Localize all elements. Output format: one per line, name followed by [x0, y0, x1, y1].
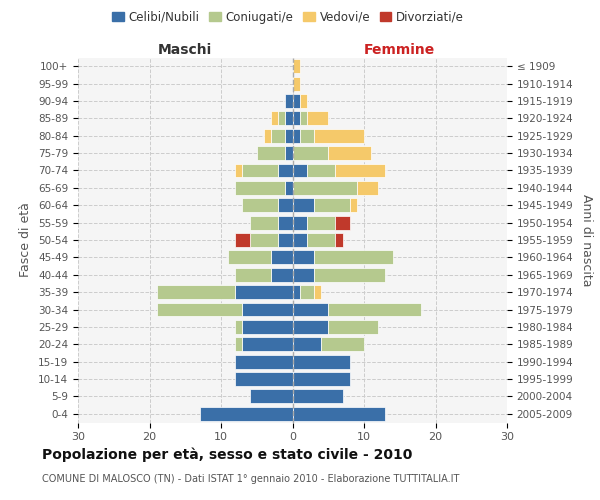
Bar	[235, 181, 286, 195]
Bar	[157, 285, 235, 299]
Bar	[335, 164, 385, 177]
Bar	[235, 285, 293, 299]
Bar	[242, 198, 278, 212]
Bar	[293, 338, 321, 351]
Bar	[235, 372, 293, 386]
Bar	[328, 146, 371, 160]
Text: Popolazione per età, sesso e stato civile - 2010: Popolazione per età, sesso e stato civil…	[42, 448, 412, 462]
Bar	[278, 198, 293, 212]
Bar	[235, 320, 242, 334]
Bar	[293, 390, 343, 404]
Bar	[250, 233, 278, 247]
Bar	[307, 164, 335, 177]
Bar	[299, 94, 307, 108]
Bar	[299, 129, 314, 142]
Y-axis label: Anni di nascita: Anni di nascita	[580, 194, 593, 286]
Bar	[307, 233, 335, 247]
Bar	[235, 338, 242, 351]
Bar	[307, 112, 328, 126]
Bar	[321, 338, 364, 351]
Bar	[200, 407, 293, 421]
Text: COMUNE DI MALOSCO (TN) - Dati ISTAT 1° gennaio 2010 - Elaborazione TUTTITALIA.IT: COMUNE DI MALOSCO (TN) - Dati ISTAT 1° g…	[42, 474, 460, 484]
Bar	[335, 233, 343, 247]
Bar	[271, 112, 278, 126]
Text: Maschi: Maschi	[158, 42, 212, 56]
Bar	[264, 129, 271, 142]
Bar	[314, 268, 385, 281]
Bar	[278, 112, 286, 126]
Bar	[271, 129, 286, 142]
Bar	[235, 354, 293, 368]
Bar	[314, 250, 392, 264]
Bar	[335, 216, 350, 230]
Bar	[250, 216, 278, 230]
Bar	[357, 181, 379, 195]
Bar	[314, 285, 321, 299]
Bar	[293, 233, 307, 247]
Bar	[293, 268, 314, 281]
Bar	[307, 216, 335, 230]
Bar	[293, 181, 357, 195]
Bar	[293, 198, 314, 212]
Bar	[314, 198, 350, 212]
Bar	[278, 216, 293, 230]
Text: Femmine: Femmine	[364, 42, 436, 56]
Bar	[257, 146, 286, 160]
Bar	[293, 59, 299, 73]
Bar	[242, 302, 293, 316]
Bar	[293, 129, 299, 142]
Bar	[293, 285, 299, 299]
Bar	[293, 164, 307, 177]
Bar	[286, 129, 293, 142]
Bar	[299, 112, 307, 126]
Bar	[328, 302, 421, 316]
Y-axis label: Fasce di età: Fasce di età	[19, 202, 32, 278]
Bar	[235, 233, 250, 247]
Bar	[293, 354, 350, 368]
Bar	[278, 233, 293, 247]
Bar	[235, 164, 242, 177]
Bar	[299, 285, 314, 299]
Bar	[286, 146, 293, 160]
Bar	[293, 146, 328, 160]
Bar	[350, 198, 357, 212]
Bar	[293, 112, 299, 126]
Bar	[235, 268, 271, 281]
Bar	[293, 94, 299, 108]
Bar	[293, 216, 307, 230]
Bar	[293, 320, 328, 334]
Bar	[293, 407, 385, 421]
Bar	[328, 320, 379, 334]
Bar	[278, 164, 293, 177]
Bar	[286, 112, 293, 126]
Bar	[293, 76, 299, 90]
Bar	[293, 302, 328, 316]
Bar	[157, 302, 242, 316]
Bar	[271, 250, 293, 264]
Bar	[228, 250, 271, 264]
Bar	[250, 390, 293, 404]
Bar	[242, 320, 293, 334]
Bar	[314, 129, 364, 142]
Bar	[242, 338, 293, 351]
Bar	[286, 94, 293, 108]
Legend: Celibi/Nubili, Coniugati/e, Vedovi/e, Divorziati/e: Celibi/Nubili, Coniugati/e, Vedovi/e, Di…	[107, 6, 469, 28]
Bar	[293, 372, 350, 386]
Bar	[293, 250, 314, 264]
Bar	[271, 268, 293, 281]
Bar	[242, 164, 278, 177]
Bar	[286, 181, 293, 195]
